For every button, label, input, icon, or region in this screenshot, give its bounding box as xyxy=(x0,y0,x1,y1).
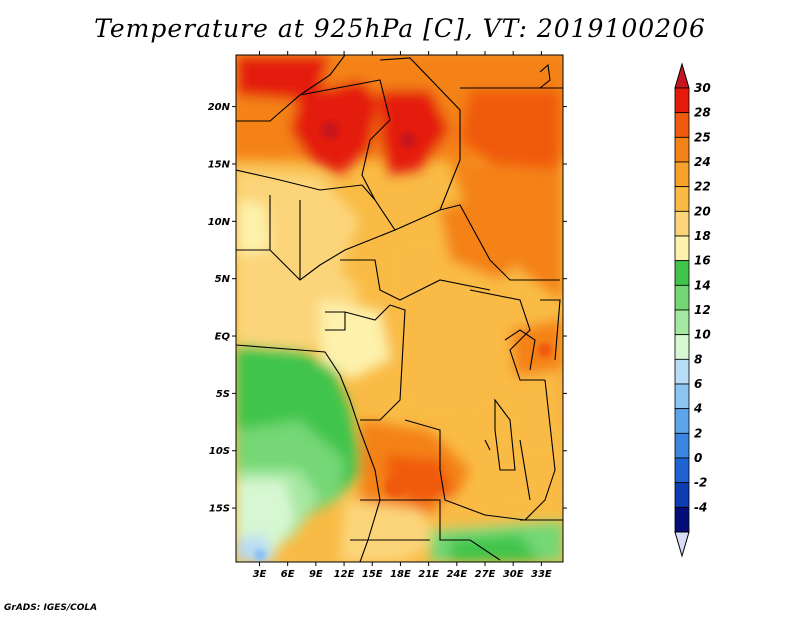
lat-tick-label: 5N xyxy=(215,274,231,285)
lat-tick-label: 15N xyxy=(208,159,231,170)
colorbar-label: 12 xyxy=(694,303,711,317)
colorbar-swatch xyxy=(674,432,690,459)
lat-tick-label: EQ xyxy=(215,332,231,343)
colorbar-label: 4 xyxy=(693,402,702,416)
country-borders xyxy=(236,55,563,562)
footer-credit: GrADS: IGES/COLA xyxy=(4,603,98,613)
chart-title: Temperature at 925hPa [C], VT: 201910020… xyxy=(94,14,706,43)
colorbar-swatch xyxy=(674,408,690,434)
colorbar-over-triangle xyxy=(674,62,690,89)
colorbar-label: -4 xyxy=(694,500,707,514)
lon-tick-label: 27E xyxy=(475,569,496,580)
colorbar-swatch xyxy=(674,284,690,311)
lon-tick-label: 21E xyxy=(418,569,439,580)
colorbar-swatch xyxy=(674,457,690,484)
lon-tick-label: 30E xyxy=(503,569,524,580)
colorbar-label: 22 xyxy=(694,180,711,194)
colorbar-swatch xyxy=(674,186,690,212)
colorbar-swatch xyxy=(674,235,690,262)
lon-ticks: 3E 6E 9E 12E 15E 18E 21E 24E 27E 30E 33E xyxy=(253,51,552,580)
colorbar-swatch xyxy=(674,260,690,286)
colorbar-label: 20 xyxy=(694,204,711,218)
lat-tick-label: 15S xyxy=(209,504,230,515)
lon-tick-label: 24E xyxy=(446,569,467,580)
map-frame xyxy=(235,54,564,563)
colorbar-label: -2 xyxy=(694,476,707,490)
lon-tick-label: 6E xyxy=(281,569,295,580)
colorbar-swatch xyxy=(674,383,690,410)
colorbar-swatch xyxy=(674,482,690,508)
lat-tick-label: 5S xyxy=(216,389,230,400)
colorbar-swatch xyxy=(674,506,690,533)
lat-ticks: 20N 15N 10N 5N EQ 5S 10S 15S xyxy=(208,102,567,515)
lon-tick-label: 15E xyxy=(362,569,383,580)
colorbar-swatch xyxy=(674,87,690,114)
colorbar-label: 10 xyxy=(694,328,711,342)
colorbar-swatch xyxy=(674,112,690,138)
colorbar-label: 30 xyxy=(694,81,711,95)
colorbar-swatch xyxy=(674,136,690,163)
lon-tick-label: 12E xyxy=(334,569,355,580)
colorbar-label: 24 xyxy=(694,155,711,169)
colorbar-swatch xyxy=(674,161,690,188)
colorbar-swatch xyxy=(674,309,690,336)
colorbar-label: 0 xyxy=(694,451,702,465)
colorbar-swatch xyxy=(674,334,690,360)
colorbar-label: 6 xyxy=(694,377,702,391)
colorbar-swatch xyxy=(674,210,690,237)
colorbar-label: 2 xyxy=(694,426,702,440)
colorbar-label: 16 xyxy=(694,254,711,268)
colorbar-label: 8 xyxy=(694,352,702,366)
colorbar-label: 28 xyxy=(694,106,711,120)
lon-tick-label: 3E xyxy=(253,569,267,580)
colorbar-label: 25 xyxy=(694,130,711,144)
colorbar-label: 18 xyxy=(694,229,711,243)
colorbar-label: 14 xyxy=(694,278,711,292)
temperature-field xyxy=(236,55,563,562)
lat-tick-label: 20N xyxy=(208,102,231,113)
colorbar-swatch xyxy=(674,358,690,385)
colorbar-under-triangle xyxy=(674,531,690,558)
lon-tick-label: 33E xyxy=(531,569,552,580)
lat-tick-label: 10N xyxy=(208,217,231,228)
lat-tick-label: 10S xyxy=(209,446,230,457)
lon-tick-label: 18E xyxy=(390,569,411,580)
lon-tick-label: 9E xyxy=(309,569,323,580)
